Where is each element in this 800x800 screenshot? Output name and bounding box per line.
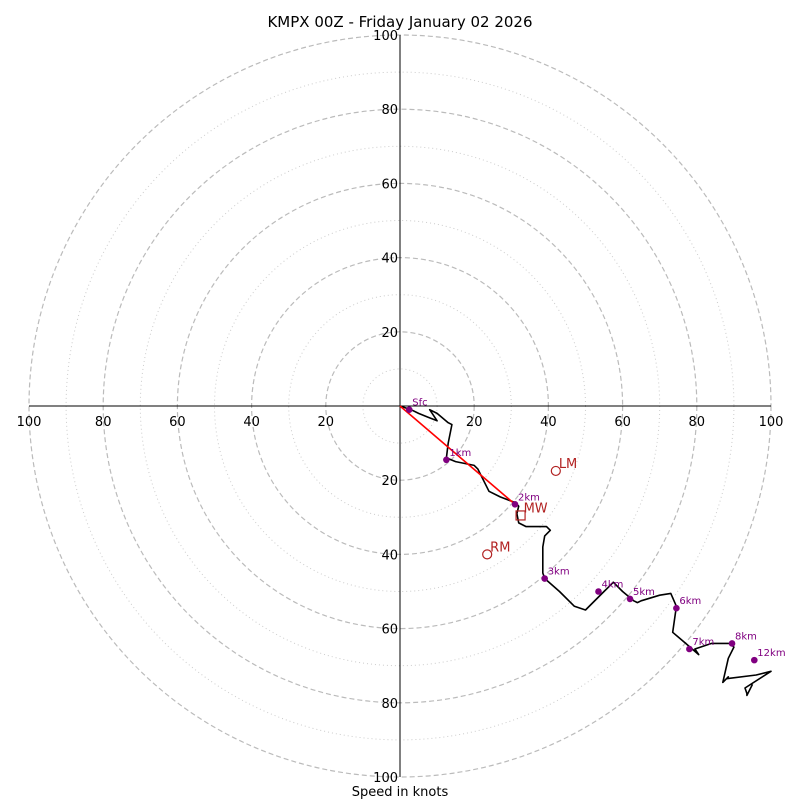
height-marker-point — [405, 406, 413, 414]
y-tick-label: 20 — [381, 474, 398, 489]
storm-motions: LM MW RM — [482, 457, 577, 560]
x-tick-label: 80 — [689, 415, 706, 430]
shear-vector-group — [399, 405, 516, 505]
x-tick-label: 100 — [17, 415, 42, 430]
height-marker-label: 12km — [757, 648, 785, 659]
y-tick-label: 80 — [381, 697, 398, 712]
storm-motion-marker — [515, 510, 526, 521]
height-marker-label: 6km — [679, 596, 701, 607]
x-tick-label: 20 — [466, 415, 483, 430]
height-marker-label: 3km — [548, 567, 570, 578]
height-marker-label: Sfc — [412, 398, 427, 409]
storm-motion-label: RM — [490, 540, 510, 555]
height-marker-point — [626, 595, 634, 603]
height-marker-point — [541, 575, 548, 582]
x-tick-label: 40 — [540, 415, 557, 430]
height-marker-point — [595, 588, 602, 595]
storm-motion-marker — [550, 465, 561, 477]
y-tick-label: 60 — [381, 177, 398, 192]
height-marker-point — [673, 604, 680, 612]
tick-labels: 100 80 60 40 20 20 40 60 80 100 20 40 60 80 100 20 40 60 8… — [17, 29, 784, 786]
x-tick-label: 80 — [95, 415, 112, 430]
height-marker-point — [443, 456, 450, 464]
height-marker-point — [686, 645, 693, 653]
x-tick-label: 40 — [243, 415, 260, 430]
wind-trace — [399, 405, 772, 697]
height-marker-label: 4km — [601, 580, 623, 591]
shear-vector — [399, 405, 516, 505]
storm-motion-label: LM — [559, 457, 577, 472]
y-tick-label: 40 — [381, 548, 398, 563]
height-marker-point — [728, 640, 736, 647]
height-marker-point — [751, 656, 758, 664]
chart-title: KMPX 00Z - Friday January 02 2026 — [267, 13, 532, 31]
x-tick-label: 60 — [614, 415, 631, 430]
y-tick-label: 20 — [381, 326, 398, 341]
x-tick-label: 100 — [759, 415, 784, 430]
height-marker-label: 7km — [692, 637, 714, 648]
y-tick-label: 40 — [381, 252, 398, 267]
x-axis-label: Speed in knots — [352, 785, 449, 800]
height-marker-label: 5km — [633, 587, 655, 598]
y-tick-label: 60 — [381, 623, 398, 638]
y-tick-label: 100 — [373, 29, 398, 44]
x-tick-label: 60 — [169, 415, 186, 430]
x-tick-label: 20 — [318, 415, 335, 430]
storm-motion-label: MW — [524, 501, 548, 516]
y-tick-label: 80 — [381, 103, 398, 118]
storm-motion-marker — [482, 549, 493, 560]
height-marker-label: 8km — [735, 631, 757, 642]
y-tick-label: 100 — [373, 771, 398, 786]
wind-trace-line — [399, 405, 772, 697]
height-marker-label: 2km — [518, 492, 540, 503]
height-marker-label: 1km — [449, 448, 471, 459]
height-marker-point — [511, 501, 519, 508]
